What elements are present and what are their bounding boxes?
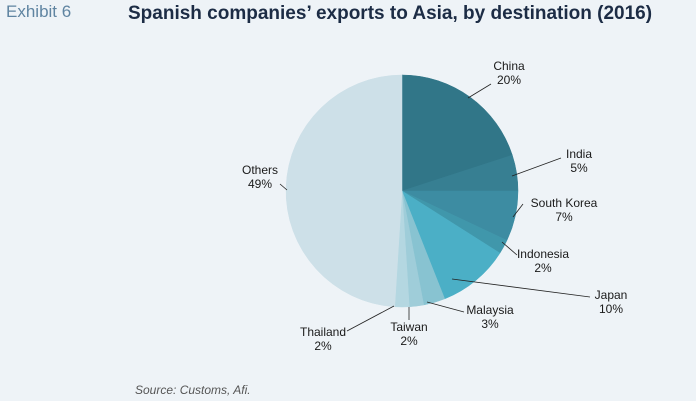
slice-name-others: Others	[242, 163, 278, 177]
leader-line-china	[467, 83, 492, 99]
slice-value-indonesia: 2%	[534, 261, 552, 275]
leader-line-japan	[451, 278, 591, 298]
leader-line-india	[511, 157, 562, 177]
pie-slices	[285, 74, 519, 308]
slice-value-japan: 10%	[599, 302, 623, 316]
slice-value-india: 5%	[570, 161, 588, 175]
pie-slice-others	[285, 74, 403, 308]
slice-name-malaysia: Malaysia	[466, 303, 514, 317]
leader-line-others	[279, 183, 288, 191]
leader-line-indonesia	[501, 241, 518, 256]
slice-name-indonesia: Indonesia	[517, 247, 569, 261]
slice-value-malaysia: 3%	[481, 317, 499, 331]
leader-line-malaysia	[426, 301, 465, 313]
leader-line-thailand	[346, 305, 395, 332]
exhibit-label: Exhibit 6	[6, 2, 72, 21]
slice-value-thailand: 2%	[314, 339, 332, 353]
slice-value-taiwan: 2%	[400, 334, 418, 348]
slice-value-china: 20%	[497, 73, 521, 87]
pie-slice-japan	[401, 190, 501, 300]
chart-title: Spanish companies’ exports to Asia, by d…	[128, 3, 653, 24]
pie-slice-china	[401, 74, 513, 192]
slice-name-china: China	[493, 59, 525, 73]
slice-name-thailand: Thailand	[300, 325, 346, 339]
slice-value-others: 49%	[248, 177, 272, 191]
slice-value-south-korea: 7%	[555, 210, 573, 224]
slice-name-taiwan: Taiwan	[390, 320, 427, 334]
slice-name-india: India	[566, 147, 592, 161]
slice-name-japan: Japan	[595, 288, 628, 302]
leader-line-south-korea	[512, 203, 524, 218]
source-note: Source: Customs, Afi.	[135, 383, 251, 397]
slice-name-south-korea: South Korea	[531, 196, 598, 210]
